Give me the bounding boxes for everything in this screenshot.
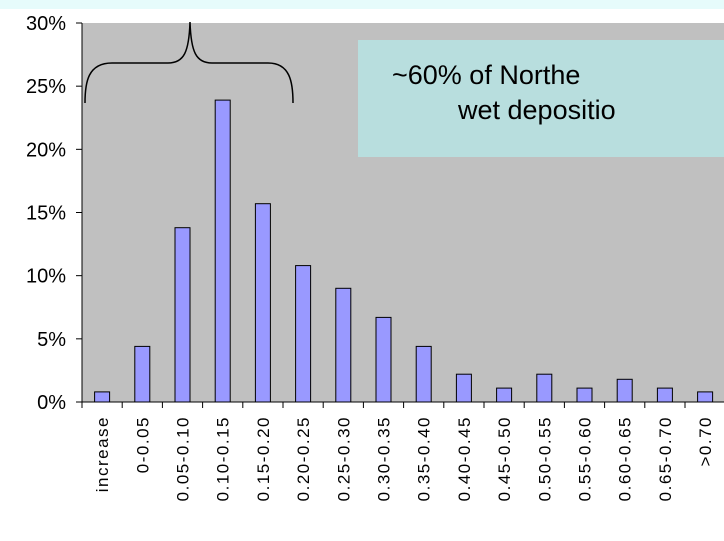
x-tick-label: 0.50-0.55	[535, 416, 554, 501]
bar-0.05-0.10	[174, 227, 191, 403]
y-tick-label: 15%	[26, 203, 66, 225]
bar-0.50-0.55	[536, 373, 553, 403]
y-tick-label: 20%	[26, 139, 66, 161]
x-tick-label: 0.40-0.45	[455, 416, 474, 501]
bar-0.60-0.65	[616, 378, 633, 403]
y-tick-label: 25%	[26, 76, 66, 98]
y-tick-label: 0%	[37, 392, 66, 414]
bar-0.30-0.35	[375, 316, 392, 403]
callout-line-2: wet depositio	[457, 95, 616, 125]
x-tick-label: 0.10-0.15	[214, 416, 233, 501]
x-tick-label: 0.25-0.30	[334, 416, 353, 501]
bar-0.10-0.15	[214, 99, 231, 403]
x-tick-label: 0.20-0.25	[294, 416, 313, 501]
x-tick-label: 0.05-0.10	[174, 416, 193, 501]
x-tick-label: 0.35-0.40	[415, 416, 434, 501]
x-tick-label: 0.45-0.50	[495, 416, 514, 501]
callout-box: ~60% of Northe wet depositio	[358, 40, 724, 157]
callout-line-1: ~60% of Northe	[392, 60, 580, 90]
bar-0.15-0.20	[254, 203, 271, 403]
bar-0.20-0.25	[295, 265, 312, 403]
x-tick-label: 0.55-0.60	[576, 416, 595, 501]
x-tick-label: 0-0.05	[133, 416, 152, 473]
bar->0.70	[697, 391, 714, 403]
bar-0.45-0.50	[496, 387, 513, 403]
x-tick-label: 0.60-0.65	[616, 416, 635, 501]
bar-0.35-0.40	[415, 345, 432, 403]
bar-0.25-0.30	[335, 287, 352, 403]
x-axis-ticks: increase 0-0.05 0.05-0.10 0.10-0.15 0.15-0.2…	[81, 402, 715, 501]
x-tick-label: 0.15-0.20	[254, 416, 273, 501]
bar-0.55-0.60	[576, 387, 593, 403]
brace-annotation	[84, 21, 294, 104]
bar-increase	[94, 391, 111, 403]
x-tick-label: increase	[93, 416, 112, 492]
x-tick-label: >0.70	[696, 416, 715, 467]
top-strip	[0, 0, 724, 9]
x-tick-label: 0.65-0.70	[656, 416, 675, 501]
bar-0-0.05	[134, 345, 151, 403]
y-tick-label: 5%	[37, 329, 66, 351]
y-tick-label: 30%	[26, 13, 66, 35]
bar-0.40-0.45	[455, 373, 472, 403]
y-tick-label: 10%	[26, 266, 66, 288]
bar-0.65-0.70	[656, 387, 673, 403]
x-tick-label: 0.30-0.35	[375, 416, 394, 501]
y-axis-ticks: 0% 5% 10% 15% 20% 25% 30%	[26, 13, 82, 414]
